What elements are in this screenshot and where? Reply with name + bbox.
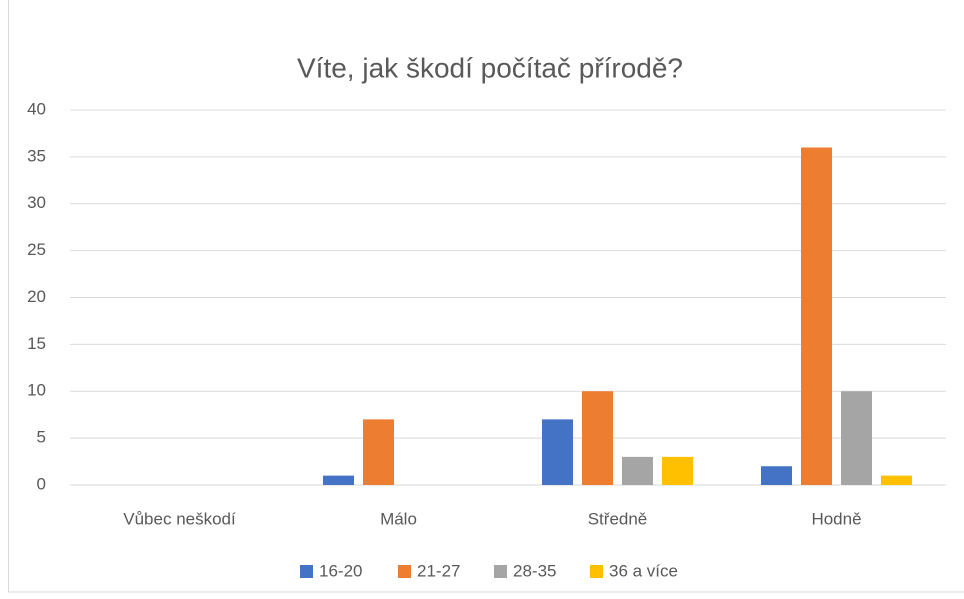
legend-label: 21-27 <box>417 561 460 580</box>
y-tick-label: 0 <box>37 474 46 493</box>
legend-label: 36 a více <box>609 561 678 580</box>
bar <box>761 466 792 485</box>
y-tick-label: 30 <box>27 193 46 212</box>
x-tick-label: Hodně <box>811 509 861 528</box>
bar <box>801 147 832 485</box>
y-tick-label: 40 <box>27 99 46 118</box>
y-tick-label: 5 <box>37 428 46 447</box>
bar <box>841 391 872 485</box>
y-tick-label: 15 <box>27 334 46 353</box>
legend-label: 16-20 <box>319 561 362 580</box>
x-tick-label: Málo <box>380 509 417 528</box>
legend-label: 28-35 <box>513 561 556 580</box>
x-tick-label: Vůbec neškodí <box>123 509 236 528</box>
bar <box>662 456 693 485</box>
y-tick-label: 25 <box>27 240 46 259</box>
bar <box>622 456 653 485</box>
bar <box>542 419 573 485</box>
chart-title: Víte, jak škodí počítač přírodě? <box>297 52 683 83</box>
bar <box>881 475 912 485</box>
legend-swatch <box>494 565 507 578</box>
legend-swatch <box>590 565 603 578</box>
bar <box>582 391 613 485</box>
legend-swatch <box>300 565 313 578</box>
y-tick-label: 35 <box>27 146 46 165</box>
bar <box>323 475 354 485</box>
legend-swatch <box>398 565 411 578</box>
y-tick-label: 20 <box>27 287 46 306</box>
x-tick-label: Středně <box>588 509 648 528</box>
y-tick-label: 10 <box>27 381 46 400</box>
bar <box>363 419 394 485</box>
